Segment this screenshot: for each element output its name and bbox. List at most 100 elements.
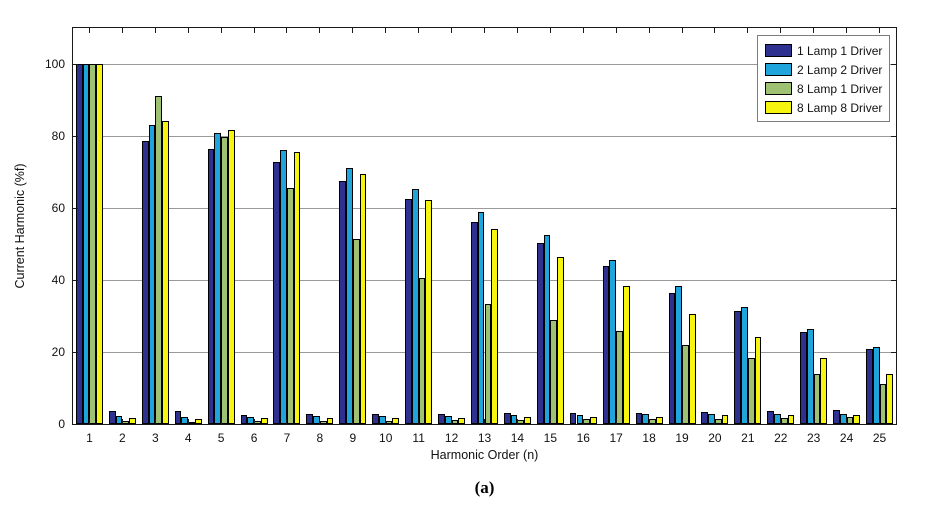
bar-8-lamp-8-driver-h9 <box>359 173 367 424</box>
x-tick-top-18 <box>648 28 650 33</box>
x-tick-top-13 <box>484 28 485 33</box>
bar-8-lamp-1-driver-h12 <box>451 420 459 424</box>
bar-8-lamp-1-driver-h20 <box>714 418 722 424</box>
x-tick-bottom-12 <box>451 419 453 424</box>
x-tick-bottom-18 <box>648 419 650 424</box>
bar-8-lamp-1-driver-h18 <box>649 418 656 424</box>
bar-2-lamp-2-driver-h17 <box>609 260 617 424</box>
x-tick-bottom-14 <box>516 419 518 424</box>
x-tick-top-16 <box>582 28 584 33</box>
bar-8-lamp-8-driver-h17 <box>622 286 630 424</box>
bar-1-lamp-1-driver-h4 <box>174 411 182 424</box>
x-tick-bottom-9 <box>352 419 354 424</box>
x-tick-bottom-7 <box>286 419 288 424</box>
x-tick-label-20: 20 <box>708 431 722 445</box>
subfigure-caption: (a) <box>474 478 495 497</box>
x-tick-label-21: 21 <box>741 431 755 445</box>
bar-8-lamp-8-driver-h11 <box>425 200 433 424</box>
x-tick-label-2: 2 <box>119 431 126 445</box>
x-tick-label-19: 19 <box>675 431 689 445</box>
bar-2-lamp-2-driver-h19 <box>675 285 682 424</box>
bar-8-lamp-1-driver-h16 <box>583 419 590 424</box>
y-tick-label-40: 40 <box>51 273 65 287</box>
bar-8-lamp-8-driver-h16 <box>590 416 597 424</box>
x-tick-label-24: 24 <box>839 431 854 445</box>
y-tick-right-60 <box>891 207 896 209</box>
y-gridline-100 <box>73 63 896 65</box>
bar-8-lamp-8-driver-h24 <box>853 414 861 424</box>
bar-8-lamp-8-driver-h15 <box>557 257 564 424</box>
bar-2-lamp-2-driver-h13 <box>477 212 485 424</box>
x-tick-bottom-15 <box>549 419 551 424</box>
x-tick-label-8: 8 <box>316 431 324 445</box>
x-tick-top-4 <box>187 28 189 33</box>
bar-8-lamp-8-driver-h19 <box>688 314 696 424</box>
x-tick-top-22 <box>780 28 782 33</box>
x-tick-top-2 <box>121 28 123 33</box>
bar-1-lamp-1-driver-h21 <box>734 310 742 424</box>
bar-1-lamp-1-driver-h6 <box>240 414 248 424</box>
bar-8-lamp-1-driver-h8 <box>319 421 327 424</box>
x-tick-bottom-16 <box>582 419 584 424</box>
x-tick-top-25 <box>879 28 881 33</box>
x-tick-bottom-24 <box>846 419 848 424</box>
x-axis-title: Harmonic Order (n) <box>430 448 539 462</box>
y-tick-right-40 <box>891 279 896 281</box>
x-tick-top-20 <box>714 28 716 33</box>
y-tick-left-100 <box>73 63 78 65</box>
bar-8-lamp-1-driver-h25 <box>879 384 887 424</box>
legend-item-4: 8 Lamp 8 Driver <box>765 98 882 117</box>
legend-label-3: 8 Lamp 1 Driver <box>797 81 883 96</box>
y-tick-left-40 <box>73 279 78 281</box>
x-tick-top-17 <box>615 28 617 33</box>
bar-8-lamp-1-driver-h6 <box>254 420 261 424</box>
bar-2-lamp-2-driver-h21 <box>741 307 748 424</box>
bar-8-lamp-1-driver-h7 <box>286 188 294 424</box>
bar-2-lamp-2-driver-h7 <box>280 150 287 424</box>
legend-swatch-1-lamp-1-driver <box>765 44 792 57</box>
y-axis-title: Current Harmonic (%f) <box>13 163 27 289</box>
bar-1-lamp-1-driver-h8 <box>306 413 314 424</box>
bar-8-lamp-1-driver-h14 <box>517 420 525 424</box>
bar-8-lamp-8-driver-h2 <box>129 418 136 424</box>
x-tick-top-14 <box>516 28 518 33</box>
x-tick-top-12 <box>451 28 453 33</box>
x-tick-label-10: 10 <box>379 431 393 445</box>
x-tick-label-4: 4 <box>184 431 192 445</box>
bar-8-lamp-1-driver-h22 <box>780 417 788 424</box>
x-tick-label-17: 17 <box>609 431 623 445</box>
bar-8-lamp-1-driver-h4 <box>188 421 195 424</box>
legend-label-2: 2 Lamp 2 Driver <box>797 62 883 77</box>
x-tick-label-3: 3 <box>151 431 159 445</box>
bar-1-lamp-1-driver-h12 <box>438 413 445 424</box>
bar-8-lamp-8-driver-h10 <box>392 418 400 424</box>
legend-label-4: 8 Lamp 8 Driver <box>797 100 883 115</box>
x-tick-bottom-22 <box>780 419 782 424</box>
bar-2-lamp-2-driver-h3 <box>148 125 156 424</box>
x-tick-bottom-8 <box>319 419 321 424</box>
x-tick-top-21 <box>747 28 749 33</box>
bar-8-lamp-8-driver-h5 <box>227 130 235 424</box>
bar-1-lamp-1-driver-h22 <box>767 411 775 424</box>
x-tick-top-10 <box>385 28 387 33</box>
x-tick-bottom-4 <box>187 419 189 424</box>
x-tick-bottom-5 <box>220 419 222 424</box>
x-tick-label-13: 13 <box>477 431 492 445</box>
x-tick-label-25: 25 <box>872 431 887 445</box>
bar-1-lamp-1-driver-h9 <box>339 181 347 424</box>
legend-swatch-2-lamp-2-driver <box>765 63 792 76</box>
bar-1-lamp-1-driver-h15 <box>536 243 544 424</box>
bar-8-lamp-1-driver-h17 <box>616 330 623 424</box>
x-tick-label-11: 11 <box>412 431 425 445</box>
bar-8-lamp-8-driver-h1 <box>96 64 103 424</box>
bar-8-lamp-8-driver-h18 <box>655 416 663 424</box>
bar-1-lamp-1-driver-h16 <box>569 412 577 424</box>
bar-1-lamp-1-driver-h25 <box>866 349 873 424</box>
x-tick-top-8 <box>319 28 321 33</box>
y-tick-label-100: 100 <box>44 57 65 71</box>
bar-1-lamp-1-driver-h20 <box>701 412 709 424</box>
x-tick-top-5 <box>220 28 222 33</box>
x-tick-label-9: 9 <box>349 431 357 445</box>
bar-1-lamp-1-driver-h24 <box>833 410 840 424</box>
